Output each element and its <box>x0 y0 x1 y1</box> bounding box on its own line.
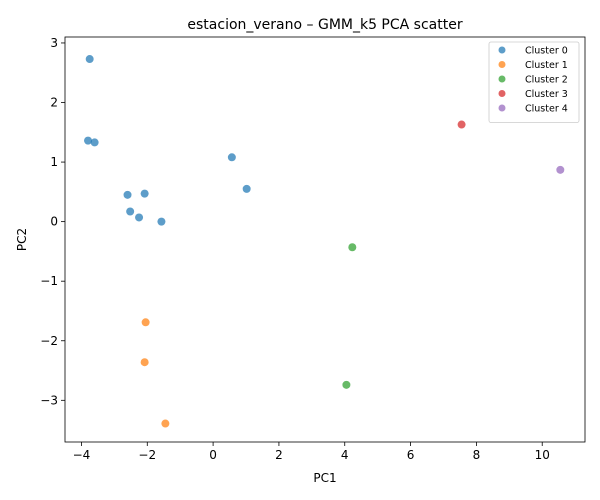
legend-label: Cluster 4 <box>525 104 568 115</box>
data-point <box>126 207 135 216</box>
chart-title: estacion_verano – GMM_k5 PCA scatter <box>187 17 462 33</box>
legend-marker <box>498 104 506 112</box>
data-point <box>227 153 236 162</box>
data-point <box>342 380 351 389</box>
data-point <box>157 217 166 226</box>
legend-label: Cluster 1 <box>525 60 568 71</box>
series-cluster-2 <box>342 243 357 389</box>
x-axis-ticks: −4 −2 0 2 4 6 8 10 <box>73 442 550 462</box>
y-axis-label: PC2 <box>15 228 29 251</box>
series-cluster-3 <box>457 120 466 129</box>
data-point <box>123 190 132 199</box>
data-point <box>457 120 466 129</box>
legend-marker <box>498 46 506 54</box>
plot-area <box>84 55 565 428</box>
y-axis-ticks: −3 −2 −1 0 1 2 3 <box>40 36 65 407</box>
data-point <box>348 243 357 252</box>
legend-label: Cluster 0 <box>525 46 568 57</box>
axes-frame <box>64 36 586 443</box>
y-tick-label: 1 <box>50 155 58 169</box>
data-point <box>140 358 149 367</box>
data-point <box>242 184 251 193</box>
y-tick-label: −1 <box>40 274 58 288</box>
data-point <box>141 318 150 327</box>
x-tick-label: 4 <box>341 448 349 462</box>
legend-label: Cluster 2 <box>525 75 568 86</box>
x-axis-label: PC1 <box>313 471 336 485</box>
series-cluster-1 <box>140 318 170 428</box>
legend-label: Cluster 3 <box>525 89 568 100</box>
legend-marker <box>498 61 506 68</box>
series-cluster-0 <box>84 55 251 226</box>
y-tick-label: 2 <box>50 96 58 110</box>
data-point <box>161 419 170 428</box>
x-tick-label: −2 <box>138 448 156 462</box>
x-tick-label: 2 <box>275 448 283 462</box>
data-point <box>556 165 565 174</box>
x-tick-label: 6 <box>407 448 415 462</box>
x-tick-label: 10 <box>535 448 550 462</box>
legend-marker <box>498 90 506 97</box>
x-tick-label: 8 <box>473 448 481 462</box>
y-tick-label: 3 <box>50 36 58 50</box>
data-point <box>85 55 94 64</box>
data-point <box>90 138 99 147</box>
legend: Cluster 0 Cluster 1 Cluster 2 Cluster 3 Clus… <box>488 41 580 123</box>
legend-marker <box>498 75 506 83</box>
data-point <box>135 213 144 222</box>
y-tick-label: −2 <box>40 334 58 348</box>
x-tick-label: 0 <box>209 448 217 462</box>
legend-box <box>488 41 580 123</box>
data-point <box>140 189 149 198</box>
x-tick-label: −4 <box>73 448 91 462</box>
data-point <box>84 136 93 145</box>
y-tick-label: −3 <box>40 393 58 407</box>
series-cluster-4 <box>556 165 565 174</box>
y-tick-label: 0 <box>50 215 58 229</box>
